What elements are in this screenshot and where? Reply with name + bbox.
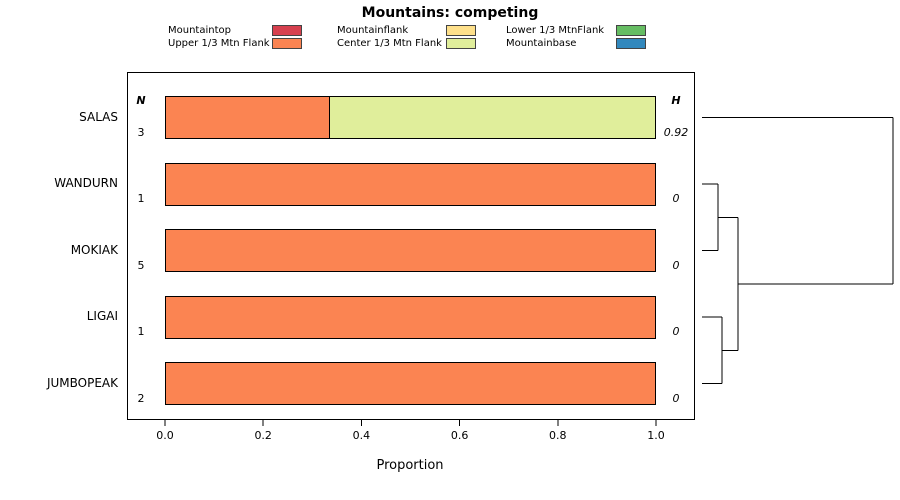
bar xyxy=(165,295,656,339)
bar xyxy=(165,96,656,139)
row-label: MOKIAK xyxy=(70,242,118,257)
legend-column: Lower 1/3 MtnFlank Mountainbase xyxy=(506,24,646,50)
h-value: 0 xyxy=(672,391,680,405)
legend: Mountaintop Upper 1/3 Mtn Flank Mountainfl… xyxy=(0,24,900,52)
legend-swatch xyxy=(616,38,646,49)
legend-item: Mountainbase xyxy=(506,37,646,50)
legend-item: Mountainflank xyxy=(337,24,476,37)
bar-segment xyxy=(166,296,655,338)
legend-label: Lower 1/3 MtnFlank xyxy=(506,25,605,36)
x-tick-label: 0.8 xyxy=(549,429,567,442)
dendrogram xyxy=(702,117,894,384)
legend-label: Center 1/3 Mtn Flank xyxy=(337,38,442,49)
legend-swatch xyxy=(446,38,476,49)
legend-label: Mountaintop xyxy=(168,25,231,36)
bar-segment xyxy=(166,97,329,138)
n-value: 2 xyxy=(137,391,145,405)
legend-label: Mountainflank xyxy=(337,25,409,36)
row-label: JUMBOPEAK xyxy=(46,375,118,390)
x-tick-label: 0.2 xyxy=(254,429,272,442)
bar-segment xyxy=(328,97,655,138)
x-tick-label: 1.0 xyxy=(647,429,665,442)
x-tick-label: 0.0 xyxy=(156,429,174,442)
n-value: 1 xyxy=(137,325,145,338)
n-value: 1 xyxy=(137,192,145,205)
row-label: WANDURN xyxy=(54,176,118,190)
h-column-header: H xyxy=(671,94,681,107)
h-value: 0 xyxy=(672,192,680,205)
bar xyxy=(165,229,656,272)
n-value: 3 xyxy=(137,125,145,139)
legend-swatch xyxy=(616,25,646,36)
bar-segment xyxy=(166,363,655,404)
bar xyxy=(165,362,656,405)
row-label: LIGAI xyxy=(86,309,118,323)
n-value: 5 xyxy=(137,258,145,272)
x-tick-label: 0.4 xyxy=(352,429,371,442)
n-column-header: N xyxy=(136,94,146,107)
h-value: 0 xyxy=(672,258,680,272)
legend-label: Upper 1/3 Mtn Flank xyxy=(168,38,270,49)
legend-item: Upper 1/3 Mtn Flank xyxy=(168,37,302,50)
bar-segment xyxy=(166,230,655,271)
chart-title: Mountains: competing xyxy=(361,5,539,21)
legend-swatch xyxy=(446,25,476,36)
x-axis-ticks xyxy=(164,420,657,426)
legend-column: Mountaintop Upper 1/3 Mtn Flank xyxy=(168,24,302,50)
legend-swatch xyxy=(272,38,302,49)
legend-label: Mountainbase xyxy=(506,38,577,49)
row-label: SALAS xyxy=(79,109,118,124)
legend-column: Mountainflank Center 1/3 Mtn Flank xyxy=(337,24,476,50)
bar-segment xyxy=(166,163,655,205)
legend-item: Center 1/3 Mtn Flank xyxy=(337,37,476,50)
legend-swatch xyxy=(272,25,302,36)
x-tick-label: 0.6 xyxy=(450,429,469,442)
x-axis-label: Proportion xyxy=(376,458,444,473)
bar xyxy=(165,162,656,206)
h-value: 0 xyxy=(672,325,680,338)
legend-item: Mountaintop xyxy=(168,24,302,37)
legend-item: Lower 1/3 MtnFlank xyxy=(506,24,646,37)
h-value: 0.92 xyxy=(663,125,689,139)
